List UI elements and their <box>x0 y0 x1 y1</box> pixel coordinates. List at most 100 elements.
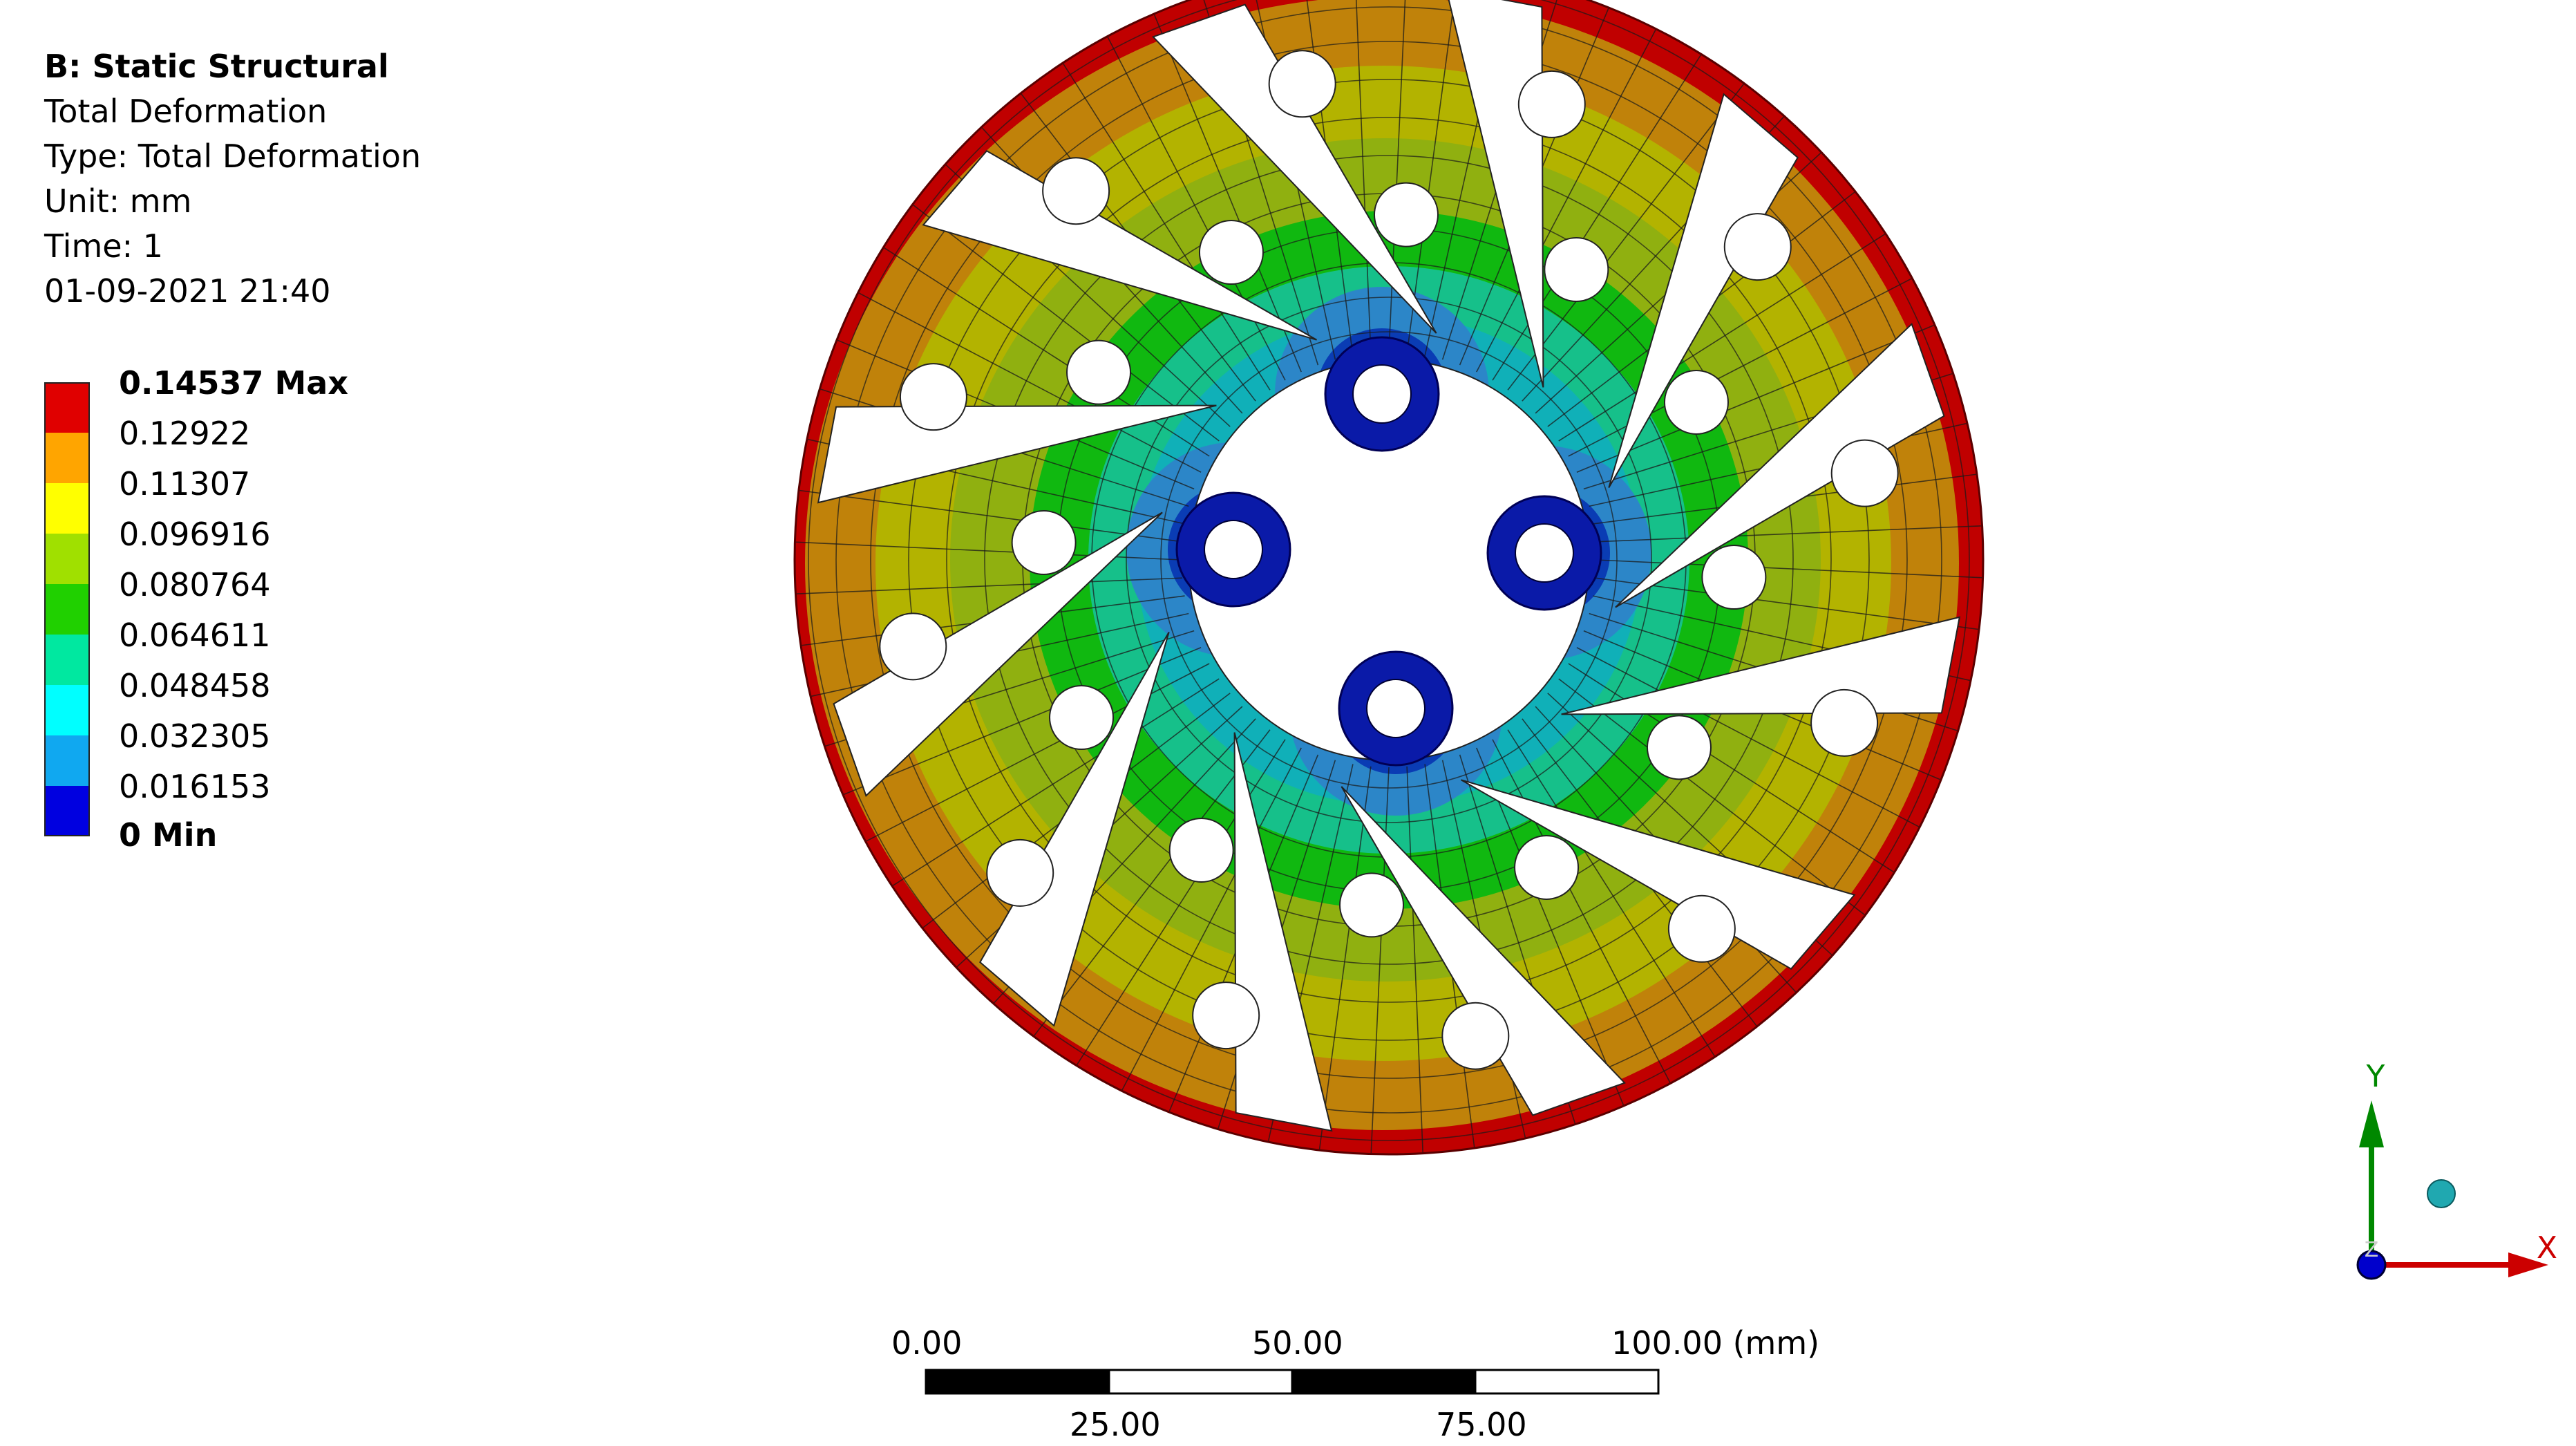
mesh-line <box>1492 54 1702 381</box>
vent-slot <box>1561 616 1961 715</box>
inner-hole <box>1373 182 1439 247</box>
coordinate-triad[interactable]: Y X Z <box>2329 1058 2557 1286</box>
bolt-hole <box>1352 364 1412 424</box>
mesh-line <box>1558 678 1866 916</box>
mesh-line <box>1558 233 1886 442</box>
legend-swatch <box>44 382 90 433</box>
mesh-line <box>1595 577 1980 630</box>
scale-label-50: 50.00 <box>1252 1324 1343 1362</box>
outer-hole <box>1723 213 1792 281</box>
cutouts <box>817 0 1961 1132</box>
inner-hole <box>1168 817 1234 883</box>
mesh-line <box>883 247 1210 457</box>
y-axis-label: Y <box>2366 1059 2385 1094</box>
legend-min-label: 0 Min <box>119 816 218 854</box>
legend-swatch <box>44 483 90 534</box>
outer-hole <box>1441 1002 1510 1070</box>
mesh-ring <box>870 41 1908 1079</box>
mesh-line <box>1033 729 1271 1037</box>
mesh-line <box>1370 767 1390 1154</box>
scale-bar: 0.00 50.00 100.00 (mm) 25.00 75.00 <box>857 1327 1852 1446</box>
legend-label: 0.080764 <box>119 566 271 603</box>
bolt-hole <box>1366 679 1426 738</box>
inner-hole <box>1011 510 1077 576</box>
mesh-line <box>1568 277 1913 457</box>
bolt-hole <box>1204 520 1263 579</box>
mesh-line <box>1406 766 1424 1154</box>
analysis-title: B: Static Structural <box>44 48 389 85</box>
legend-swatch <box>44 735 90 786</box>
vent-slot <box>1460 779 1856 970</box>
mesh-line <box>1121 747 1302 1091</box>
inner-hole <box>1198 220 1264 285</box>
result-timestamp: 01-09-2021 21:40 <box>44 272 331 310</box>
legend-label: 0.096916 <box>119 516 271 553</box>
vent-slot <box>817 404 1217 504</box>
inner-hole <box>1049 685 1115 751</box>
mesh-line <box>1388 0 1406 353</box>
scale-bar-graphic <box>925 1369 1660 1395</box>
legend-swatch <box>44 635 90 685</box>
outer-hole <box>879 612 947 681</box>
mesh-line <box>1355 0 1372 354</box>
inner-hole <box>1701 544 1767 610</box>
z-axis-label: Z <box>2365 1238 2379 1262</box>
mesh-ring <box>1160 331 1618 789</box>
view-sphere-icon <box>2427 1179 2456 1208</box>
mesh-line <box>795 577 1183 595</box>
result-type: Type: Total Deformation <box>44 138 422 175</box>
mesh-line <box>1595 525 1982 543</box>
legend-swatch <box>44 433 90 483</box>
legend-label: 0.12922 <box>119 415 251 452</box>
outer-hole <box>1042 157 1110 225</box>
x-axis-label: X <box>2537 1230 2557 1266</box>
mesh-line <box>1153 13 1302 373</box>
mesh-ring <box>1126 297 1652 823</box>
outer-hole <box>899 363 967 431</box>
scale-label-75: 75.00 <box>1436 1406 1527 1443</box>
inner-hole <box>1544 237 1609 303</box>
mesh-line <box>1507 729 1716 1058</box>
mesh-ring <box>946 117 1832 1003</box>
legend-max-label: 0.14537 Max <box>119 364 349 402</box>
outer-hole <box>1268 50 1336 118</box>
mesh-ring <box>835 6 1942 1114</box>
mesh-line <box>795 541 1182 561</box>
mesh-line <box>798 489 1183 543</box>
vent-slot <box>922 150 1318 341</box>
vent-slot <box>979 631 1170 1027</box>
result-info: B: Static Structural Total Deformation T… <box>44 44 421 314</box>
legend-swatch <box>44 786 90 836</box>
mesh-line <box>1568 663 1895 873</box>
legend-swatch <box>44 584 90 635</box>
legend-label: 0.016153 <box>119 768 271 805</box>
inner-hole <box>1066 339 1132 405</box>
mesh-line <box>1576 647 1920 828</box>
mesh-line <box>1406 0 1455 354</box>
mesh-line <box>1318 766 1372 1151</box>
vent-slot <box>1233 732 1333 1132</box>
legend-swatch <box>44 534 90 584</box>
inner-hole <box>1339 872 1405 938</box>
x-axis-arrow <box>2508 1252 2548 1277</box>
vent-slot <box>1152 3 1437 334</box>
legend-label: 0.11307 <box>119 465 251 503</box>
scale-label-100: 100.00 (mm) <box>1611 1324 1820 1362</box>
inner-hole <box>1514 834 1580 900</box>
outer-hole <box>986 838 1054 907</box>
inner-hole <box>1646 715 1712 780</box>
model-view[interactable] <box>781 0 2038 1175</box>
legend-label: 0.032305 <box>119 717 271 755</box>
mesh-ring <box>984 155 1794 965</box>
mesh-line <box>891 678 1220 887</box>
outer-hole <box>1830 439 1899 507</box>
mesh-line <box>858 292 1202 473</box>
disc-outline <box>793 0 1985 1156</box>
inner-hole <box>1663 369 1729 435</box>
mesh-line <box>842 647 1202 796</box>
outer-hole <box>1192 982 1260 1050</box>
mesh-line <box>1507 83 1745 391</box>
vent-slot <box>1608 93 1799 489</box>
mesh-line <box>1576 324 1935 473</box>
result-unit: Unit: mm <box>44 182 192 220</box>
